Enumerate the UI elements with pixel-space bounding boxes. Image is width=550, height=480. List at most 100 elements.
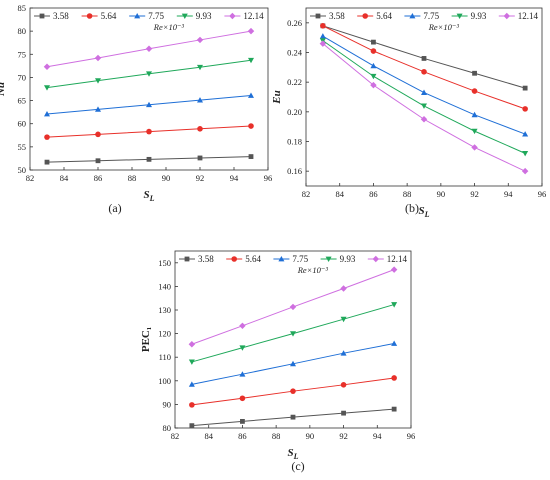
- x-tick-label: 90: [162, 173, 171, 183]
- x-tick-label: 84: [60, 173, 69, 183]
- data-point: [391, 266, 397, 272]
- data-point: [472, 129, 478, 134]
- y-tick-label: 85: [18, 3, 27, 13]
- legend-marker: [362, 13, 368, 19]
- data-point: [392, 407, 397, 412]
- data-point: [146, 45, 152, 51]
- y-tick-label: 60: [18, 119, 27, 129]
- data-point: [422, 56, 427, 61]
- data-point: [320, 23, 326, 29]
- plot-frame: [30, 8, 268, 170]
- data-point: [370, 63, 376, 68]
- legend-marker: [185, 257, 190, 262]
- data-point: [472, 88, 478, 94]
- data-point: [197, 126, 203, 132]
- data-point: [341, 411, 346, 416]
- chart-panel-1: 82 84 86 88 90 92 94 965055606570758085SLNu3.58…: [0, 3, 272, 215]
- y-tick-label: 50: [18, 165, 27, 175]
- legend-marker: [316, 14, 321, 19]
- x-tick-label: 94: [230, 173, 239, 183]
- y-tick-label: 0.22: [287, 77, 302, 87]
- data-point: [290, 388, 296, 394]
- data-point: [522, 106, 528, 112]
- legend-marker: [87, 13, 93, 19]
- x-tick-label: 96: [407, 431, 416, 441]
- data-point: [240, 395, 246, 401]
- legend-label: 5.64: [376, 11, 392, 21]
- data-point: [197, 37, 203, 43]
- legend: 3.58 5.64 7.75 9.93 12.14 Re×10⁻³: [179, 254, 408, 275]
- y-tick-label: 130: [158, 305, 171, 315]
- panel-label: (a): [108, 201, 121, 215]
- chart-panel-2: 82 84 86 88 90 92 94 96 0.16 0.18 0.20 0.22 0.24 0.26…: [271, 8, 546, 219]
- y-tick-label: 0.24: [287, 48, 303, 58]
- x-tick-label: 82: [171, 431, 180, 441]
- legend-label: 12.14: [387, 254, 408, 264]
- legend-label: 12.14: [518, 11, 539, 21]
- data-point: [240, 419, 245, 424]
- x-tick-label: 86: [238, 431, 247, 441]
- series-line-5.64: [323, 26, 525, 109]
- data-point: [421, 69, 427, 75]
- x-tick-label: 90: [306, 431, 315, 441]
- y-tick-label: 0.26: [287, 18, 302, 28]
- legend-marker: [229, 13, 235, 19]
- data-point: [96, 158, 101, 163]
- y-tick-label: 90: [163, 399, 172, 409]
- data-point: [391, 375, 397, 381]
- y-tick-label: 55: [18, 142, 27, 152]
- data-point: [522, 168, 528, 174]
- x-tick-label: 86: [369, 189, 378, 199]
- legend-label: 9.93: [471, 11, 487, 21]
- y-axis-label: Nu: [0, 82, 7, 97]
- legend-marker: [40, 14, 45, 19]
- chart-panel-3: 82 84 86 88 90 92 94 968090100110120130140150SL…: [140, 251, 415, 473]
- y-tick-label: 65: [18, 96, 27, 106]
- data-point: [44, 134, 50, 140]
- data-point: [44, 64, 50, 70]
- legend-label: 5.64: [101, 11, 117, 21]
- x-tick-label: 92: [339, 431, 348, 441]
- data-point: [472, 71, 477, 76]
- y-tick-label: 140: [158, 281, 171, 291]
- data-point: [471, 144, 477, 150]
- data-point: [341, 382, 347, 388]
- data-point: [44, 85, 50, 90]
- y-tick-label: 110: [159, 352, 171, 362]
- x-tick-label: 92: [196, 173, 205, 183]
- x-tick-label: 86: [94, 173, 103, 183]
- legend-label: 9.93: [196, 11, 212, 21]
- data-point: [249, 154, 254, 159]
- legend-marker: [373, 256, 379, 262]
- x-tick-label: 84: [335, 189, 344, 199]
- legend-label: 7.75: [292, 254, 308, 264]
- data-point: [189, 360, 195, 365]
- x-tick-label: 84: [204, 431, 213, 441]
- y-axis-label: PEC₁: [140, 327, 152, 352]
- panel-label: (c): [291, 459, 304, 473]
- x-tick-label: 96: [264, 173, 273, 183]
- data-point: [189, 423, 194, 428]
- y-tick-label: 0.18: [287, 137, 302, 147]
- legend-label: 7.75: [423, 11, 439, 21]
- y-tick-label: 70: [18, 72, 27, 82]
- legend-label: 7.75: [148, 11, 164, 21]
- data-point: [371, 40, 376, 45]
- x-tick-label: 82: [302, 189, 311, 199]
- data-point: [421, 104, 427, 109]
- legend-note: Re×10⁻³: [297, 265, 329, 275]
- data-point: [370, 74, 376, 79]
- y-tick-label: 80: [18, 26, 27, 36]
- legend-label: 3.58: [198, 254, 214, 264]
- x-tick-label: 96: [538, 189, 547, 199]
- x-axis-label: SL: [143, 189, 154, 203]
- data-point: [146, 129, 152, 135]
- data-point: [239, 323, 245, 329]
- data-point: [472, 112, 478, 117]
- data-point: [523, 86, 528, 91]
- data-point: [391, 341, 397, 346]
- data-point: [95, 132, 101, 138]
- panel-label: (b): [405, 201, 419, 215]
- data-point: [198, 156, 203, 161]
- y-tick-label: 75: [18, 49, 27, 59]
